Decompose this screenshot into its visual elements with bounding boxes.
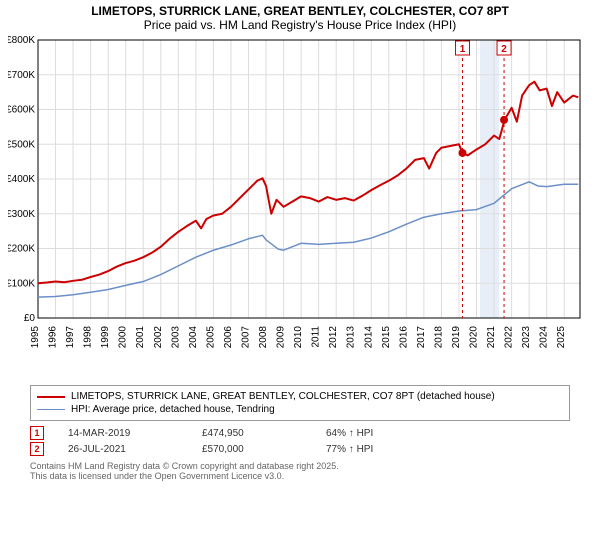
svg-text:2019: 2019 <box>451 326 462 349</box>
svg-text:£600K: £600K <box>8 105 35 116</box>
svg-text:2012: 2012 <box>328 326 339 349</box>
svg-text:£800K: £800K <box>8 36 35 46</box>
svg-text:2014: 2014 <box>363 326 374 349</box>
svg-text:2024: 2024 <box>539 326 550 349</box>
legend-label: LIMETOPS, STURRICK LANE, GREAT BENTLEY, … <box>71 391 495 402</box>
svg-text:2017: 2017 <box>416 326 427 349</box>
svg-text:2023: 2023 <box>521 326 532 349</box>
svg-text:2022: 2022 <box>504 326 515 349</box>
svg-text:2003: 2003 <box>170 326 181 349</box>
legend-label: HPI: Average price, detached house, Tend… <box>71 404 275 415</box>
svg-text:2005: 2005 <box>205 326 216 349</box>
svg-text:2021: 2021 <box>486 326 497 349</box>
svg-text:£500K: £500K <box>8 139 35 150</box>
sale-marker-box: 2 <box>30 442 44 456</box>
svg-text:2007: 2007 <box>240 326 251 349</box>
chart-svg: £0 £100K £200K £300K £400K £500K £600K £700K £80… <box>8 36 588 376</box>
svg-text:2015: 2015 <box>381 326 392 349</box>
svg-text:2020: 2020 <box>469 326 480 349</box>
sale-row: 1 14-MAR-2019 £474,950 64% ↑ HPI <box>30 425 570 441</box>
footer-attribution: Contains HM Land Registry data © Crown c… <box>30 461 570 481</box>
svg-text:2001: 2001 <box>135 326 146 349</box>
sale-row: 2 26-JUL-2021 £570,000 77% ↑ HPI <box>30 441 570 457</box>
sale-date: 26-JUL-2021 <box>68 444 178 455</box>
svg-text:2011: 2011 <box>311 326 322 348</box>
legend-swatch <box>37 396 65 398</box>
legend-box: LIMETOPS, STURRICK LANE, GREAT BENTLEY, … <box>30 385 570 421</box>
footer-line-1: Contains HM Land Registry data © Crown c… <box>30 461 570 471</box>
sale-date: 14-MAR-2019 <box>68 428 178 439</box>
svg-text:2008: 2008 <box>258 326 269 349</box>
title-line-1: LIMETOPS, STURRICK LANE, GREAT BENTLEY, … <box>8 4 592 18</box>
svg-text:£400K: £400K <box>8 174 35 185</box>
svg-text:2016: 2016 <box>398 326 409 349</box>
legend-item: HPI: Average price, detached house, Tend… <box>37 403 563 416</box>
sale-price: £474,950 <box>202 428 302 439</box>
sale-vs-hpi: 64% ↑ HPI <box>326 428 373 439</box>
title-line-2: Price paid vs. HM Land Registry's House … <box>8 18 592 32</box>
svg-text:£100K: £100K <box>8 278 35 289</box>
legend-swatch <box>37 409 65 410</box>
sale-marker-box: 1 <box>30 426 44 440</box>
price-chart: £0 £100K £200K £300K £400K £500K £600K £700K £80… <box>8 36 592 381</box>
legend-item: LIMETOPS, STURRICK LANE, GREAT BENTLEY, … <box>37 390 563 403</box>
svg-text:2006: 2006 <box>223 326 234 349</box>
svg-text:2: 2 <box>501 44 507 55</box>
svg-text:2000: 2000 <box>118 326 129 349</box>
svg-text:2009: 2009 <box>276 326 287 349</box>
svg-text:1996: 1996 <box>48 326 59 349</box>
svg-text:2025: 2025 <box>556 326 567 349</box>
sales-table: 1 14-MAR-2019 £474,950 64% ↑ HPI 2 26-JUL-202… <box>30 425 570 457</box>
svg-text:2013: 2013 <box>346 326 357 349</box>
svg-text:1999: 1999 <box>100 326 111 349</box>
svg-text:1998: 1998 <box>83 326 94 349</box>
svg-text:2010: 2010 <box>293 326 304 349</box>
svg-text:£700K: £700K <box>8 70 35 81</box>
footer-line-2: This data is licensed under the Open Gov… <box>30 471 570 481</box>
svg-text:2002: 2002 <box>153 326 164 349</box>
svg-text:2004: 2004 <box>188 326 199 349</box>
svg-text:£200K: £200K <box>8 244 35 255</box>
svg-text:£300K: £300K <box>8 209 35 220</box>
sale-price: £570,000 <box>202 444 302 455</box>
svg-text:£0: £0 <box>24 313 36 324</box>
svg-text:1: 1 <box>460 44 466 55</box>
svg-text:2018: 2018 <box>433 326 444 349</box>
svg-text:1997: 1997 <box>65 326 76 349</box>
svg-text:1995: 1995 <box>30 326 41 349</box>
sale-vs-hpi: 77% ↑ HPI <box>326 444 373 455</box>
